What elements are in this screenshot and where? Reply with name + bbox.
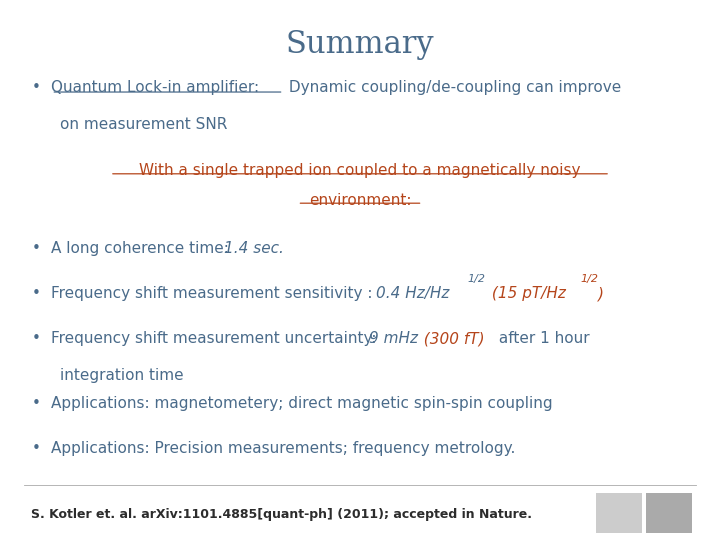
Text: on measurement SNR: on measurement SNR: [60, 117, 228, 132]
Text: Applications: magnetometery; direct magnetic spin-spin coupling: Applications: magnetometery; direct magn…: [51, 396, 553, 410]
Text: With a single trapped ion coupled to a magnetically noisy: With a single trapped ion coupled to a m…: [139, 163, 581, 178]
Text: •: •: [32, 286, 40, 301]
Text: A long coherence time:: A long coherence time:: [51, 241, 234, 255]
Text: Applications: Precision measurements; frequency metrology.: Applications: Precision measurements; fr…: [51, 441, 516, 456]
Bar: [595, 493, 642, 533]
Bar: [646, 493, 692, 533]
Text: Quantum Lock-in amplifier:: Quantum Lock-in amplifier:: [51, 80, 259, 95]
Text: 1/2: 1/2: [580, 274, 598, 284]
Text: •: •: [32, 441, 40, 456]
Text: •: •: [32, 241, 40, 255]
Text: Summary: Summary: [286, 30, 434, 60]
Text: 0.4 Hz/Hz: 0.4 Hz/Hz: [377, 286, 450, 301]
Text: Frequency shift measurement uncertainty:: Frequency shift measurement uncertainty:: [51, 332, 382, 347]
Text: Frequency shift measurement sensitivity :: Frequency shift measurement sensitivity …: [51, 286, 378, 301]
Text: 1/2: 1/2: [468, 274, 486, 284]
Text: S. Kotler et. al. arXiv:1101.4885[quant-ph] (2011); accepted in Nature.: S. Kotler et. al. arXiv:1101.4885[quant-…: [32, 508, 532, 521]
Text: 1.4 sec.: 1.4 sec.: [224, 241, 284, 255]
Text: ): ): [598, 286, 604, 301]
Text: environment:: environment:: [309, 192, 411, 207]
Text: •: •: [32, 332, 40, 347]
Text: integration time: integration time: [60, 368, 184, 383]
Text: (300 fT): (300 fT): [413, 332, 485, 347]
Text: •: •: [32, 80, 40, 95]
Text: after 1 hour: after 1 hour: [495, 332, 590, 347]
Text: (15 pT/Hz: (15 pT/Hz: [487, 286, 566, 301]
Text: •: •: [32, 396, 40, 410]
Text: Dynamic coupling/de-coupling can improve: Dynamic coupling/de-coupling can improve: [284, 80, 621, 95]
Text: 9 mHz: 9 mHz: [369, 332, 418, 347]
